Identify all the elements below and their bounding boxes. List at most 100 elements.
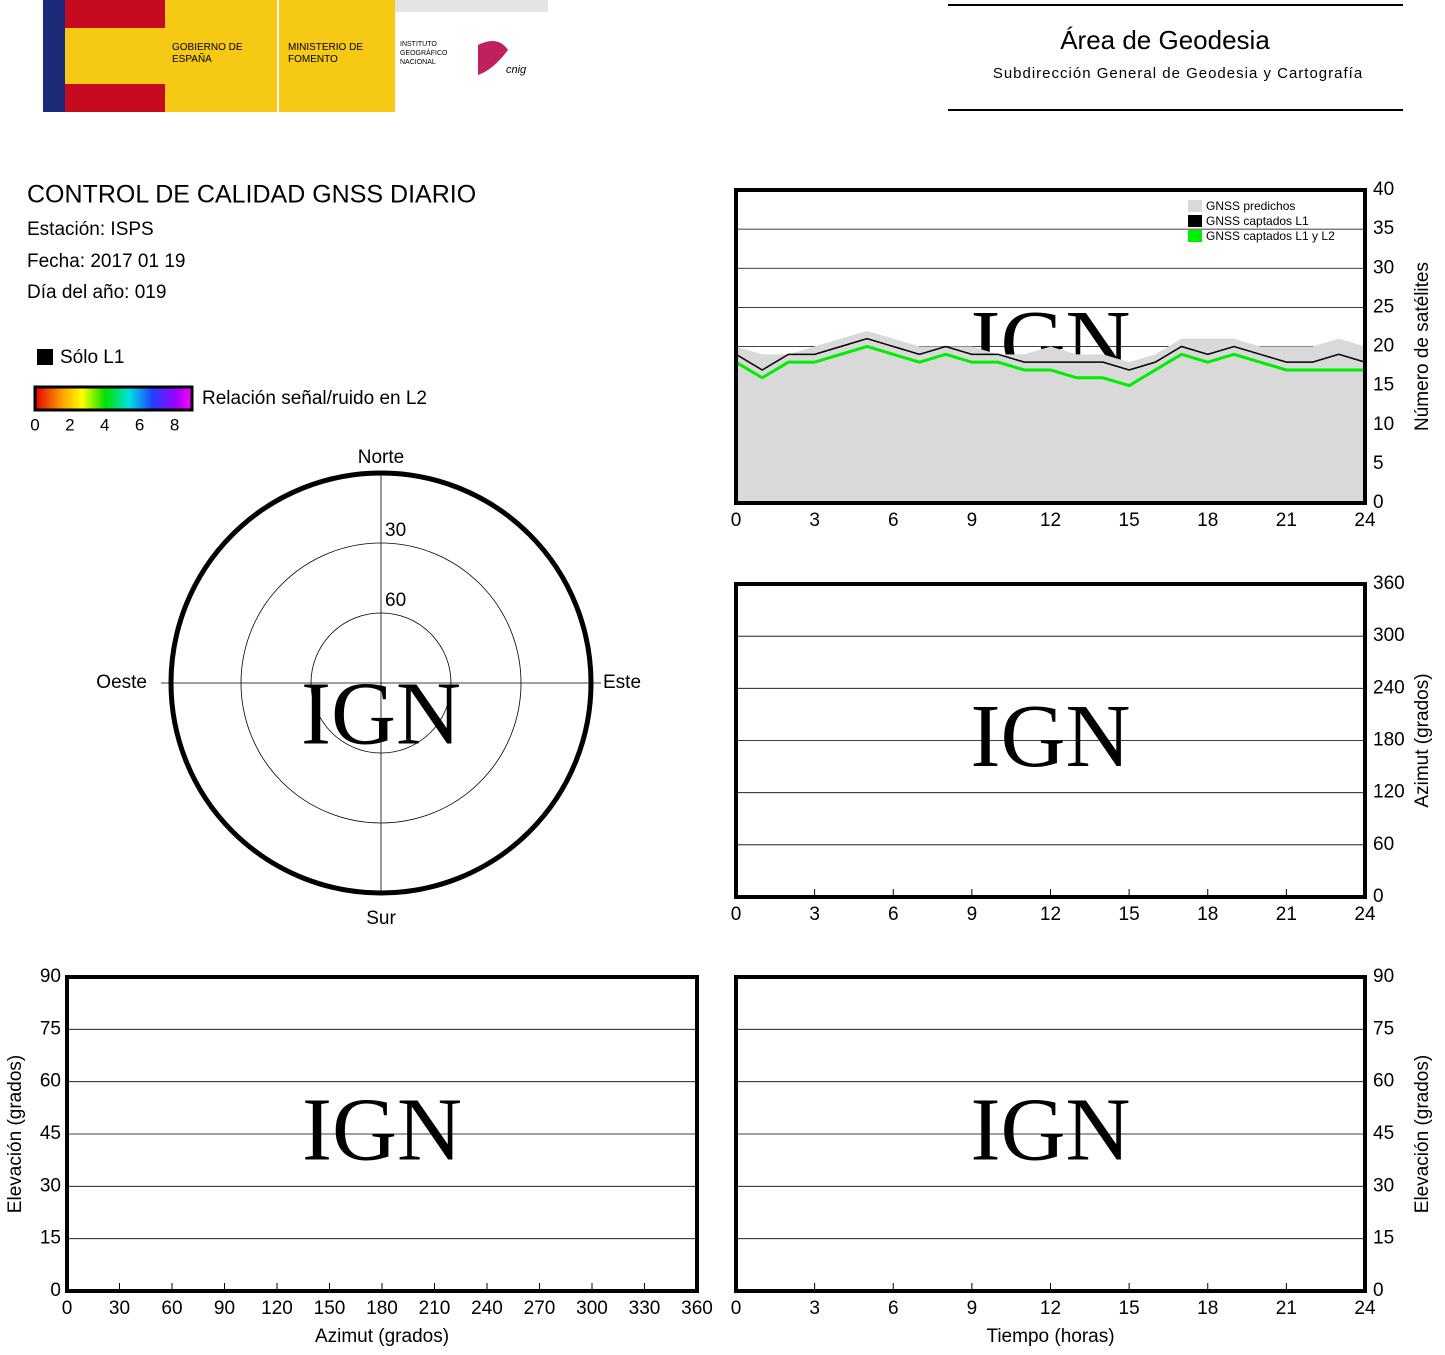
x-tick-label: 6 — [888, 510, 899, 531]
colorbar-tick: 4 — [100, 415, 109, 434]
y-tick-label: 10 — [1373, 414, 1394, 435]
x-tick-label: 9 — [967, 510, 978, 531]
l1-swatch — [37, 349, 53, 365]
y-tick-label: 25 — [1373, 296, 1394, 317]
y-axis-label: Número de satélites — [1412, 262, 1433, 431]
x-tick-label: 21 — [1276, 904, 1297, 925]
y-axis-label: Elevación (grados) — [5, 1055, 26, 1213]
y-tick-label: 300 — [1373, 625, 1405, 646]
y-tick-label: 0 — [1373, 492, 1384, 513]
colorbar-tick: 8 — [170, 415, 179, 434]
colorbar — [33, 385, 194, 412]
y-tick-label: 0 — [50, 1280, 61, 1301]
colorbar-tick: 6 — [135, 415, 144, 434]
y-tick-label: 15 — [40, 1228, 61, 1249]
y-tick-label: 30 — [1373, 257, 1394, 278]
legend-label: GNSS captados L1 y L2 — [1206, 229, 1335, 243]
x-tick-label: 3 — [809, 904, 820, 925]
institute: INSTITUTO GEOGRÁFICO NACIONAL — [400, 41, 448, 66]
cnig: cnig — [506, 64, 527, 76]
x-tick-label: 21 — [1276, 510, 1297, 531]
x-tick-label: 0 — [62, 1298, 73, 1319]
y-tick-label: 60 — [40, 1071, 61, 1092]
y-tick-label: 45 — [40, 1123, 61, 1144]
legend-label: GNSS predichos — [1206, 199, 1295, 213]
l1-only: Sólo L1 — [60, 347, 124, 368]
logo-flag — [65, 84, 165, 112]
x-tick-label: 90 — [214, 1298, 235, 1319]
x-tick-label: 360 — [681, 1298, 713, 1319]
y-tick-label: 90 — [40, 966, 61, 987]
x-tick-label: 0 — [731, 1298, 742, 1319]
colorbar-tick: 2 — [65, 415, 74, 434]
logos: GOBIERNO DE ESPAÑA MINISTERIO DE FOMENTO… — [43, 0, 548, 112]
x-tick-label: 15 — [1119, 904, 1140, 925]
area — [736, 330, 1365, 503]
y-tick-label: 30 — [1373, 1175, 1394, 1196]
x-tick-label: 24 — [1354, 904, 1376, 925]
x-tick-label: 12 — [1040, 904, 1061, 925]
plot-frame — [734, 975, 1367, 1293]
institute-box: INSTITUTO GEOGRÁFICO NACIONAL — [400, 41, 448, 66]
ministry-box: MINISTERIO DE FOMENTO — [288, 42, 364, 65]
gov-box: GOBIERNO DE ESPAÑA — [172, 42, 243, 65]
x-tick-label: 270 — [524, 1298, 556, 1319]
y-axis-label: Elevación (grados) — [1412, 1055, 1433, 1213]
x-tick-label: 300 — [576, 1298, 608, 1319]
x-axis-label: Azimut (grados) — [315, 1326, 449, 1347]
ring-label: 30 — [385, 520, 406, 541]
x-tick-label: 180 — [366, 1298, 398, 1319]
x-tick-label: 18 — [1197, 1298, 1218, 1319]
x-tick-label: 6 — [888, 1298, 899, 1319]
north: Norte — [358, 447, 404, 468]
x-tick-label: 30 — [109, 1298, 130, 1319]
watermark: IGN — [971, 687, 1131, 786]
y-tick-label: 60 — [1373, 1071, 1394, 1092]
plot-frame — [734, 582, 1367, 899]
x-tick-label: 60 — [161, 1298, 182, 1319]
y-tick-label: 0 — [1373, 1280, 1384, 1301]
colorbar-label: Relación señal/ruido en L2 — [202, 388, 427, 409]
plot-frame — [65, 975, 699, 1293]
y-tick-label: 35 — [1373, 218, 1394, 239]
x-tick-label: 150 — [314, 1298, 346, 1319]
south: Sur — [366, 908, 396, 929]
y-tick-label: 75 — [40, 1018, 61, 1039]
y-tick-label: 45 — [1373, 1123, 1394, 1144]
y-tick-label: 40 — [1373, 179, 1394, 200]
horizon — [168, 470, 594, 896]
date: Fecha: 2017 01 19 — [27, 251, 185, 272]
y-tick-label: 180 — [1373, 730, 1405, 751]
ministry: MINISTERIO DE FOMENTO — [288, 42, 364, 65]
plot-frame — [734, 188, 1367, 505]
x-tick-label: 240 — [471, 1298, 503, 1319]
x-axis-label: Tiempo (horas) — [986, 1326, 1114, 1347]
x-tick-label: 0 — [731, 904, 742, 925]
subarea: Subdirección General de Geodesia y Carto… — [993, 65, 1363, 82]
logo-strip — [43, 0, 65, 112]
legend-swatch — [1188, 215, 1202, 227]
watermark: IGN — [302, 1081, 462, 1180]
legend-swatch — [1188, 200, 1202, 212]
y-tick-label: 20 — [1373, 336, 1394, 357]
y-axis-label: Azimut (grados) — [1412, 673, 1433, 807]
x-tick-label: 12 — [1040, 510, 1061, 531]
x-tick-label: 3 — [809, 510, 820, 531]
x-tick-label: 210 — [419, 1298, 451, 1319]
logo-flag — [65, 0, 165, 28]
legend-label: GNSS captados L1 — [1206, 214, 1309, 228]
x-tick-label: 3 — [809, 1298, 820, 1319]
y-tick-label: 90 — [1373, 966, 1394, 987]
x-tick-label: 120 — [261, 1298, 293, 1319]
x-tick-label: 24 — [1354, 1298, 1376, 1319]
line — [735, 337, 1366, 371]
doy: Día del año: 019 — [27, 282, 166, 303]
y-tick-label: 15 — [1373, 1228, 1394, 1249]
logo-bar — [395, 0, 548, 12]
ring-label: 60 — [385, 590, 406, 611]
x-tick-label: 21 — [1276, 1298, 1297, 1319]
east: Este — [603, 672, 641, 693]
legend-swatch — [1188, 230, 1202, 242]
